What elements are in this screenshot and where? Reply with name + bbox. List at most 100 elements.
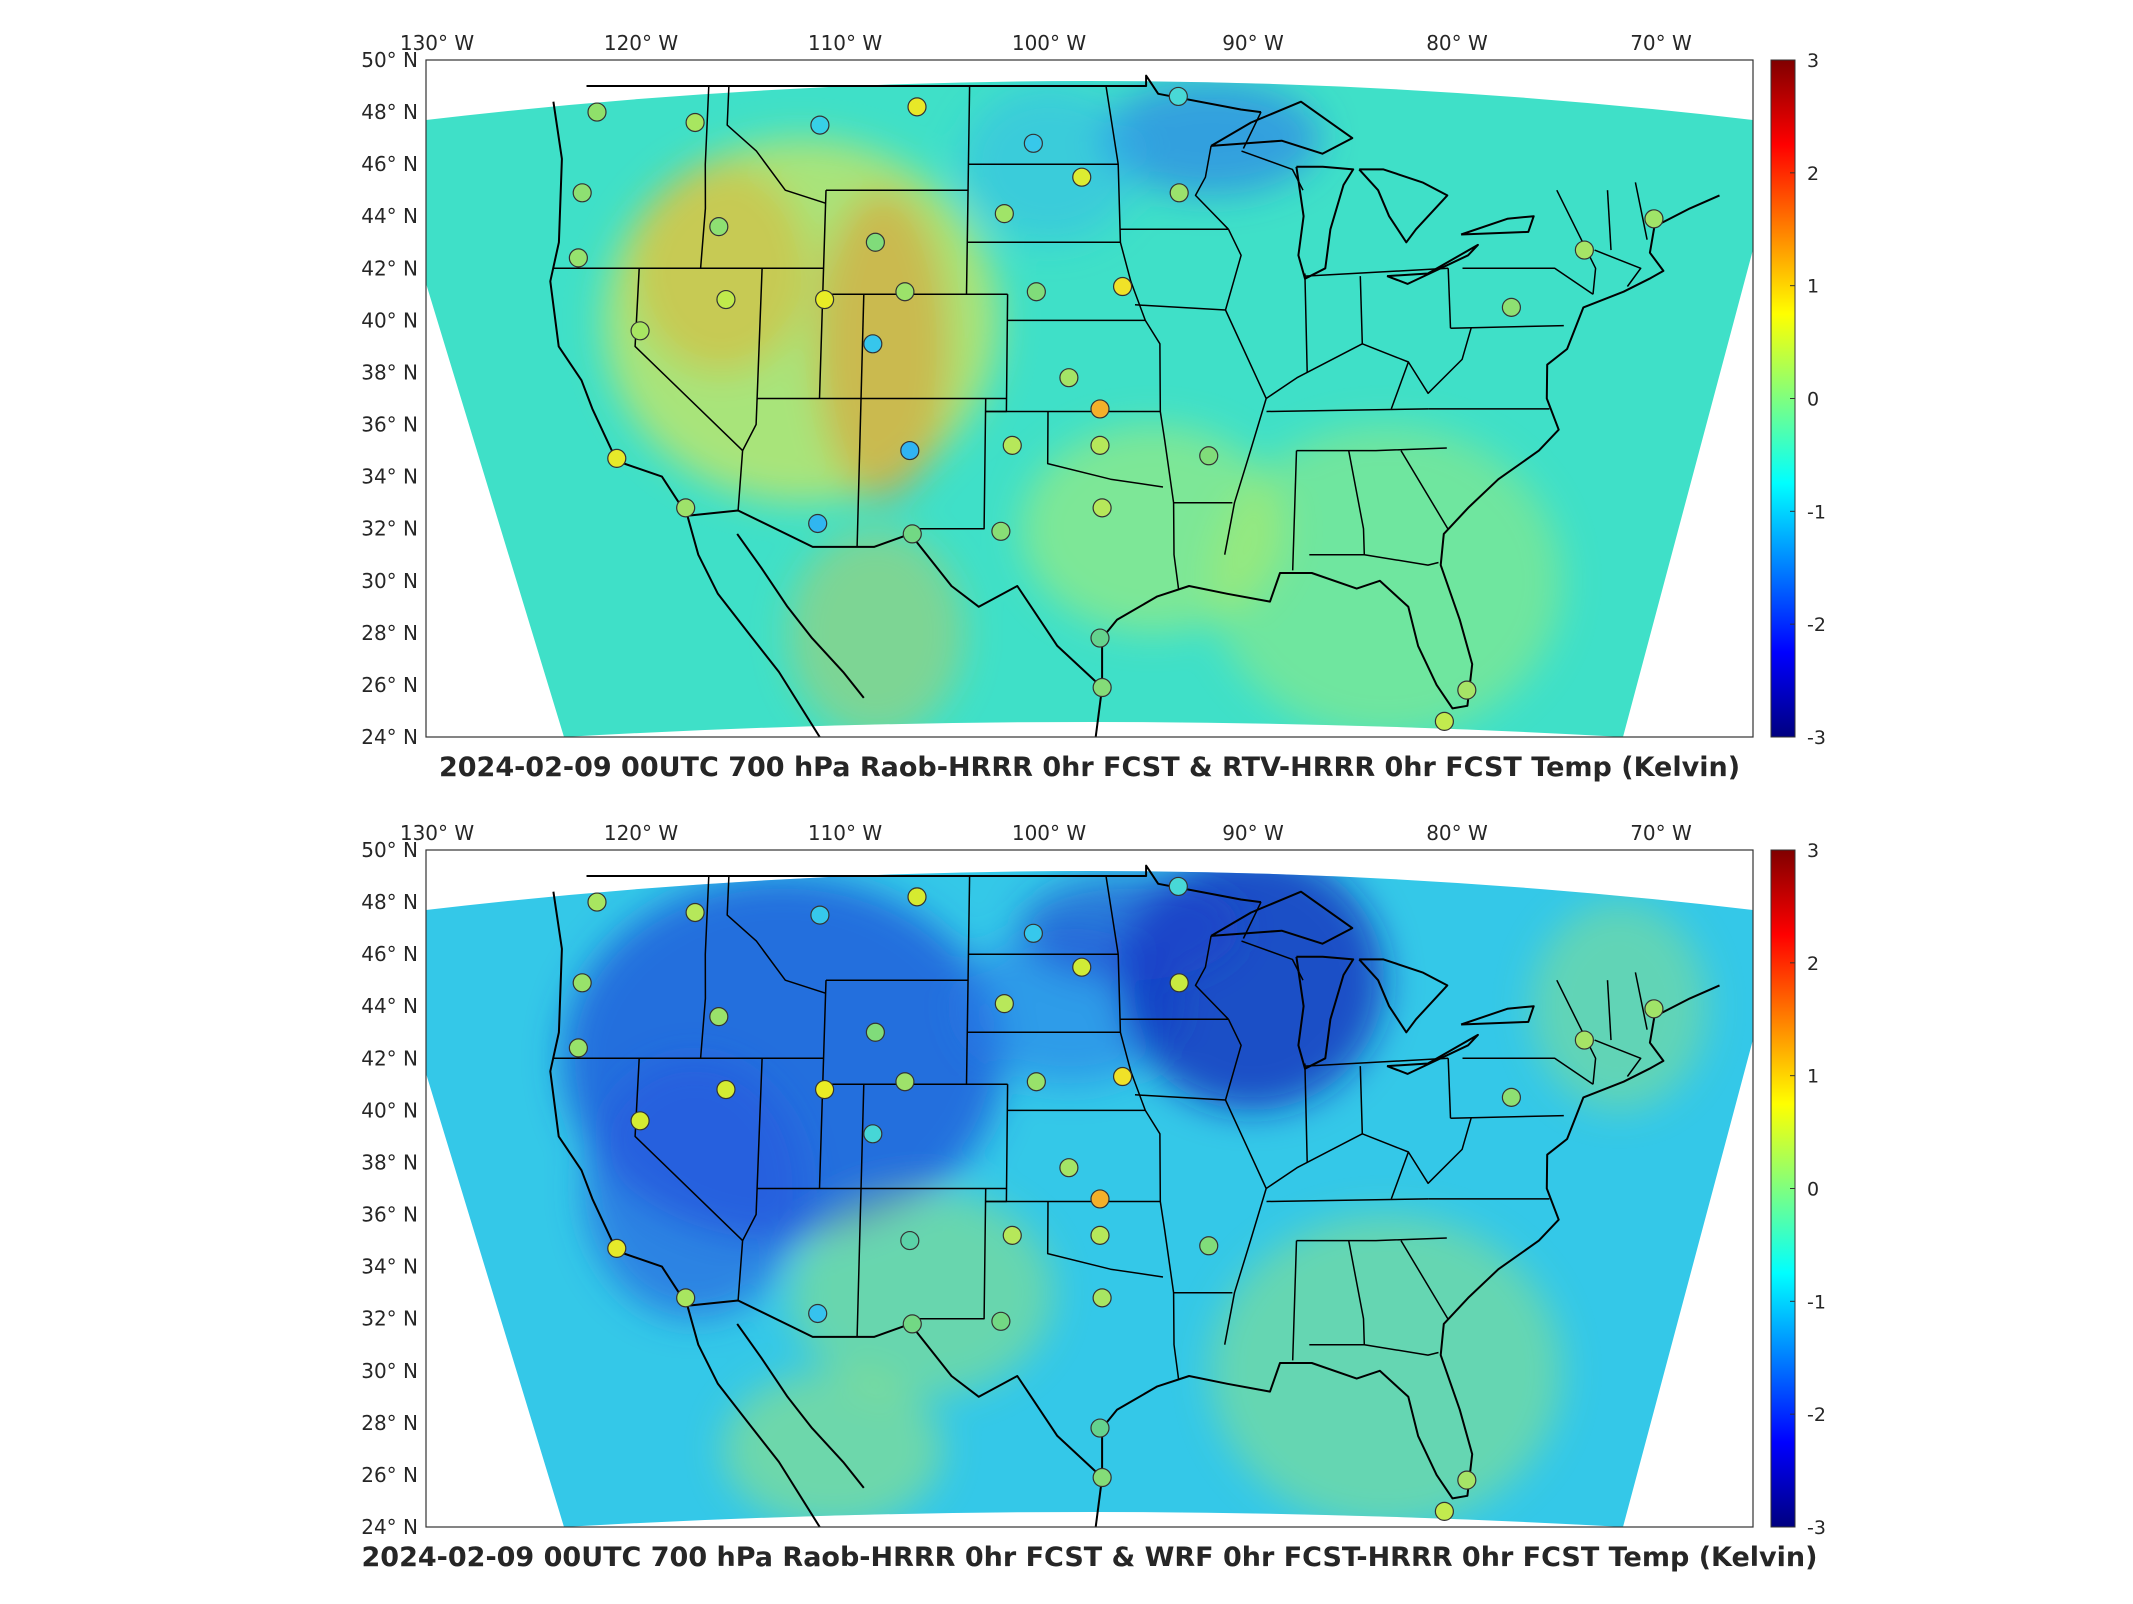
state-boundary [1304,1063,1308,1163]
longitude-tick-label: 120° W [604,821,679,845]
state-boundary [737,268,763,511]
raob-station-marker [1072,167,1092,187]
latitude-tick-label: 42° N [361,256,418,280]
great-lake-outline [1386,243,1479,285]
coastline [549,891,689,1307]
field-anomaly-patch [817,190,950,503]
state-boundary [1046,411,1164,488]
raob-station-marker [1169,973,1189,993]
raob-station-marker [572,973,592,993]
state-boundary [1606,980,1612,1041]
geography-lines [549,74,1720,737]
colorbar-tick-label: -1 [1807,501,1826,523]
raob-station-marker [1169,183,1189,203]
raob-station-marker [1112,276,1133,297]
raob-station-marker [895,1072,915,1092]
top-colorbar: 3 2 1 0 -1 -2 -3 [1770,50,1826,749]
raob-station-marker [1199,1236,1219,1256]
state-boundary [1364,553,1439,566]
state-boundary [1304,1057,1449,1067]
colorbar-tick-label: -2 [1807,1404,1826,1426]
raob-station-marker [1023,923,1043,943]
raob-station-marker [994,994,1014,1014]
latitude-tick-label: 46° N [361,152,418,176]
raob-station-marker [1002,1225,1022,1245]
latitude-tick-label: 24° N [361,725,418,749]
latitude-tick-label: 38° N [361,1150,418,1174]
state-boundary [1291,1240,1298,1361]
state-boundary [1390,361,1410,410]
latitude-tick-label: 44° N [361,204,418,228]
geography-lines [549,864,1720,1527]
raob-station-marker [1574,1030,1594,1050]
great-lake-outline [1295,165,1355,280]
longitude-tick-label: 80° W [1426,821,1488,845]
raob-station-marker [1059,368,1079,388]
raob-station-marker [1092,1467,1112,1488]
raob-station-marker [865,232,885,252]
latitude-tick-label: 34° N [361,1255,418,1279]
raob-station-marker [991,1311,1011,1331]
raob-station-marker [1457,680,1477,700]
state-boundary [1309,1240,1366,1346]
colorbar-tick-label: 0 [1807,389,1819,411]
raob-station-marker [716,1079,736,1100]
raob-station-marker [1092,498,1112,518]
coastline [736,533,865,699]
state-boundary [634,268,744,452]
raob-station-marker [1112,1066,1133,1087]
coastline [686,1305,821,1527]
latitude-tick-label: 44° N [361,994,418,1018]
raob-station-marker [863,1124,883,1144]
latitude-tick-label: 42° N [361,1046,418,1070]
raob-stations [568,86,1664,731]
raob-station-marker [810,115,830,135]
raob-station-marker [1501,1087,1522,1107]
latitude-tick-label: 28° N [361,621,418,645]
raob-station-marker [587,892,607,912]
raob-station-marker [895,282,915,302]
coastline [586,864,1262,904]
great-lake-outline [1295,955,1355,1070]
field-anomaly-patch [722,1370,943,1527]
state-boundary [1634,182,1648,240]
state-boundary [1359,1066,1364,1134]
colorbar-tick-label: 1 [1807,1066,1819,1088]
raob-station-marker [676,1288,696,1308]
raob-station-marker [1092,677,1112,698]
state-boundary [965,85,971,295]
state-boundary [699,85,710,269]
state-boundary [634,1058,744,1242]
raob-station-marker [991,521,1011,541]
raob-station-marker [808,1303,828,1324]
raob-station-marker [1644,209,1664,229]
top-map-area [425,59,1754,738]
state-boundary [1594,249,1642,287]
raob-station-marker [902,524,922,544]
raob-station-marker [587,102,607,122]
state-boundary [1634,972,1648,1030]
latitude-tick-label: 30° N [361,569,418,593]
raob-station-marker [630,321,650,341]
longitude-tick-label: 130° W [400,31,475,55]
latitude-tick-label: 36° N [361,413,418,437]
raob-station-marker [1168,876,1188,897]
longitude-tick-label: 110° W [808,31,883,55]
coastline [686,515,821,737]
raob-station-marker [900,1230,920,1251]
temperature-difference-field [426,871,1753,1527]
raob-station-marker [808,513,828,534]
raob-station-marker [572,183,592,203]
raob-station-marker [1090,1418,1110,1438]
latitude-tick-label: 36° N [361,1203,418,1227]
state-boundary [1296,1237,1447,1242]
raob-station-marker [1457,1470,1477,1490]
latitude-tick-label: 50° N [361,838,418,862]
colorbar-tick-label: -3 [1807,727,1826,749]
coastline [1101,984,1720,1500]
raob-station-marker [1023,133,1043,153]
latitude-tick-label: 32° N [361,517,418,541]
raob-station-marker [685,902,705,923]
great-lake-outline [1210,100,1354,155]
